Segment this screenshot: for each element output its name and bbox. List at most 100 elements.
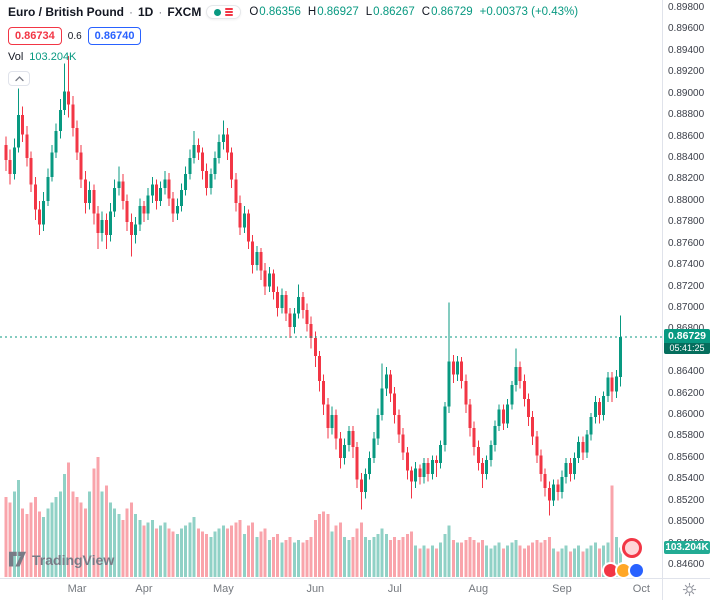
volume-bar xyxy=(468,537,472,577)
price-series-marker-icon xyxy=(214,8,222,16)
candle-body xyxy=(180,190,184,207)
candle-body xyxy=(606,377,610,396)
volume-bar xyxy=(564,545,568,577)
volume-bar xyxy=(359,522,363,577)
candle-body xyxy=(88,190,92,203)
volume-bar xyxy=(393,537,397,577)
price-axis[interactable]: 0.86729 05:41:25 103.204K 0.89800 0.89600… xyxy=(662,0,710,578)
candlestick-chart[interactable] xyxy=(0,0,662,578)
volume-bar xyxy=(188,522,192,577)
candle-body xyxy=(50,152,54,178)
volume-bar xyxy=(455,542,459,577)
volume-bar xyxy=(150,519,154,577)
axis-settings-gear-icon[interactable] xyxy=(682,582,697,597)
high-label: H xyxy=(307,6,317,18)
time-axis[interactable]: Mar Apr May Jun Jul Aug Sep Oct xyxy=(0,578,710,600)
open-label: O xyxy=(249,6,259,18)
volume-bar xyxy=(585,548,589,577)
volume-bar xyxy=(577,545,581,577)
candle-body xyxy=(368,457,372,474)
reaction-bubbles[interactable] xyxy=(602,562,645,579)
volume-bar xyxy=(376,534,380,577)
candle-body xyxy=(572,457,576,474)
volume-bar xyxy=(12,491,16,577)
candle-body xyxy=(585,434,589,453)
candle-body xyxy=(154,184,158,201)
volume-bar xyxy=(522,548,526,577)
candle-body xyxy=(159,187,163,201)
candle-body xyxy=(255,252,259,266)
buy-button[interactable]: 0.86740 xyxy=(87,27,142,45)
price-axis-label: 0.85800 xyxy=(668,430,705,442)
candle-body xyxy=(309,323,313,338)
price-axis-label: 0.87400 xyxy=(668,259,705,271)
candle-body xyxy=(125,200,129,223)
sell-button[interactable]: 0.86734 xyxy=(8,27,62,45)
volume-bar xyxy=(309,537,313,577)
candle-body xyxy=(217,141,221,158)
candle-body xyxy=(614,376,618,392)
volume-bar xyxy=(100,491,104,577)
separator: · xyxy=(129,5,133,19)
volume-bar xyxy=(79,502,83,577)
candle-body xyxy=(589,417,593,435)
candle-body xyxy=(79,152,83,180)
exchange-label[interactable]: FXCM xyxy=(167,5,202,19)
volume-bar xyxy=(213,531,217,577)
volume-bar xyxy=(21,508,25,577)
close-value: 0.86729 xyxy=(431,6,473,18)
candle-body xyxy=(455,361,459,375)
candle-body xyxy=(100,220,104,233)
high-value: 0.86927 xyxy=(317,6,359,18)
timeframe-label[interactable]: 1D xyxy=(138,5,154,19)
tradingview-logo-text: TradingView xyxy=(32,551,115,568)
volume-bar xyxy=(606,542,610,577)
tradingview-logo[interactable]: TradingView xyxy=(8,551,114,568)
volume-bar xyxy=(217,528,221,577)
volume-value: 103.204K xyxy=(29,51,77,63)
volume-bar xyxy=(255,537,259,577)
collapse-legend-button[interactable] xyxy=(8,71,30,86)
candle-body xyxy=(418,468,422,478)
volume-bar xyxy=(184,525,188,577)
chart-pane[interactable]: Euro / British Pound · 1D · FXCM O 0.8635… xyxy=(0,0,662,579)
low-label: L xyxy=(365,6,373,18)
candle-body xyxy=(531,417,535,437)
volume-bar xyxy=(418,548,422,577)
volume-bar xyxy=(125,508,129,577)
legend-source-markers[interactable] xyxy=(206,5,242,19)
volume-bar xyxy=(171,531,175,577)
volume-bar xyxy=(318,514,321,577)
candle-body xyxy=(25,134,29,158)
volume-bar xyxy=(497,542,501,577)
candle-body xyxy=(464,380,468,405)
candle-body xyxy=(602,395,606,416)
candle-body xyxy=(514,366,518,386)
price-axis-label: 0.87000 xyxy=(668,301,705,313)
candle-body xyxy=(238,202,242,228)
volume-bar xyxy=(117,514,121,577)
candle-body xyxy=(17,115,21,148)
volume-bar xyxy=(159,525,163,577)
volume-bar xyxy=(226,528,230,577)
candle-body xyxy=(476,447,480,464)
candle-body xyxy=(113,187,117,212)
candle-body xyxy=(593,402,597,418)
candle-body xyxy=(422,463,426,478)
time-axis-label: Aug xyxy=(468,583,489,595)
volume-bar xyxy=(230,525,234,577)
volume-bar xyxy=(234,522,238,577)
volume-bar xyxy=(272,537,276,577)
candle-body xyxy=(397,415,401,435)
candle-body xyxy=(493,425,497,446)
candle-body xyxy=(175,206,179,214)
volume-bar xyxy=(363,537,367,577)
symbol-title[interactable]: Euro / British Pound xyxy=(8,5,124,19)
volume-bar xyxy=(251,522,255,577)
volume-bar xyxy=(447,525,451,577)
reactions-widget[interactable] xyxy=(602,538,645,579)
candle-body xyxy=(497,409,501,426)
reaction-ring-icon[interactable] xyxy=(622,538,642,558)
volume-bar xyxy=(397,539,401,577)
candle-body xyxy=(510,385,514,405)
